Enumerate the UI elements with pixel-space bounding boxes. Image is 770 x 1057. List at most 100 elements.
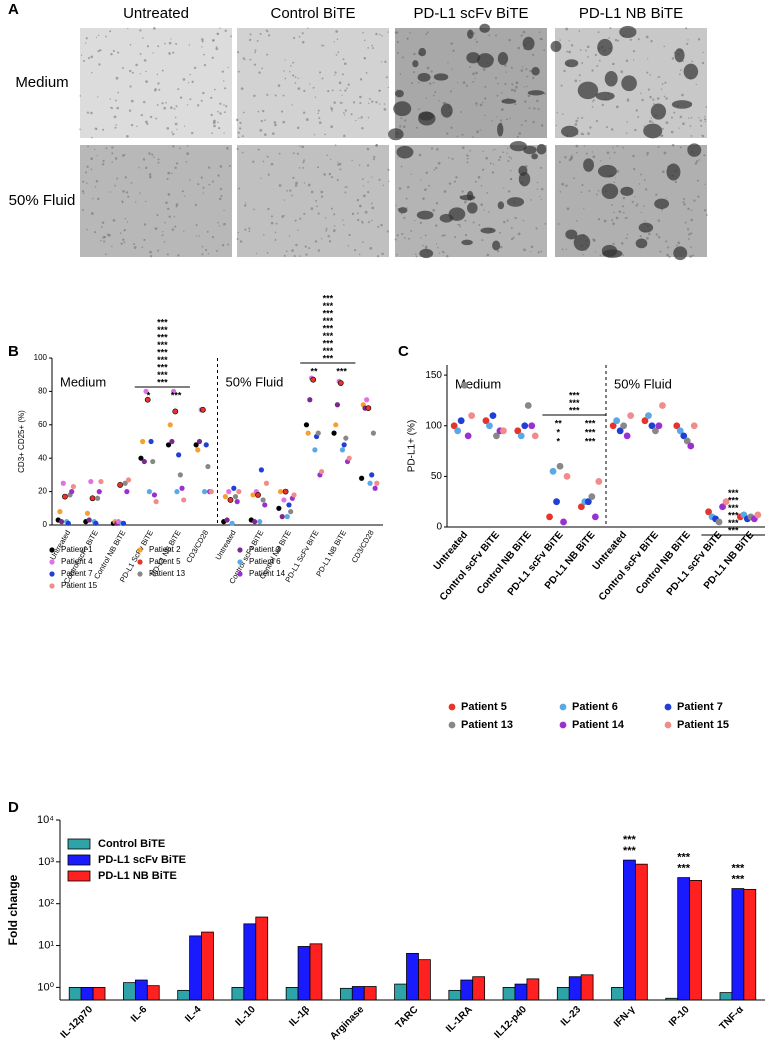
cell-speck	[518, 132, 522, 135]
cell-speck	[97, 197, 100, 201]
data-point	[370, 430, 377, 436]
cell-speck	[244, 202, 247, 204]
legend-label: Patient 1	[61, 545, 93, 554]
cell-speck	[148, 173, 152, 176]
data-point	[167, 422, 173, 428]
cell-speck	[458, 223, 461, 226]
cell-speck	[331, 89, 334, 92]
cell-speck	[264, 119, 266, 122]
data-point	[263, 480, 270, 486]
cell-speck	[399, 73, 402, 75]
legend-label: PD-L1 scFv BiTE	[98, 854, 186, 866]
cell-speck	[701, 134, 705, 138]
data-point	[196, 438, 203, 445]
cell-speck	[207, 166, 211, 169]
cell-speck	[581, 116, 584, 119]
cell-cluster	[573, 234, 591, 251]
cell-speck	[218, 225, 221, 227]
data-point	[58, 519, 65, 525]
cell-speck	[363, 39, 366, 42]
cell-speck	[301, 41, 305, 44]
column-title: PD-L1 scFv BiTE	[413, 5, 528, 22]
data-point	[141, 458, 147, 465]
cell-speck	[211, 236, 215, 239]
cell-speck	[307, 183, 311, 187]
cell-speck	[224, 87, 227, 90]
cell-speck	[610, 128, 614, 131]
cell-speck	[114, 184, 116, 187]
data-point	[226, 489, 232, 495]
cell-speck	[414, 219, 416, 222]
cell-speck	[510, 177, 513, 181]
cell-speck	[183, 125, 186, 127]
cell-speck	[168, 41, 172, 45]
cell-speck	[216, 32, 219, 35]
cell-speck	[576, 219, 578, 222]
cell-speck	[130, 99, 134, 103]
cell-speck	[657, 236, 661, 239]
cell-speck	[624, 217, 627, 220]
cell-speck	[109, 191, 111, 193]
cell-speck	[112, 219, 116, 222]
cell-speck	[124, 176, 127, 179]
cell-speck	[256, 39, 259, 42]
cell-speck	[135, 201, 137, 203]
cell-speck	[455, 176, 458, 179]
cell-speck	[410, 173, 413, 175]
cell-speck	[112, 49, 115, 53]
cell-speck	[175, 203, 179, 206]
cell-speck	[510, 170, 512, 172]
cell-speck	[298, 167, 301, 169]
cell-speck	[665, 121, 669, 125]
cell-speck	[443, 190, 447, 193]
cell-speck	[172, 51, 175, 54]
cell-speck	[174, 116, 177, 119]
cell-speck	[371, 206, 375, 210]
cell-speck	[90, 111, 93, 115]
cell-speck	[301, 32, 304, 35]
data-point	[93, 520, 99, 526]
y-tick-label: 10²	[38, 898, 54, 910]
cell-speck	[266, 252, 269, 254]
data-point	[255, 492, 261, 498]
data-point	[174, 489, 180, 495]
cell-cluster	[509, 140, 527, 152]
data-point	[563, 472, 571, 480]
cell-speck	[690, 209, 693, 212]
cell-speck	[101, 163, 105, 166]
cell-speck	[570, 154, 573, 157]
legend-marker	[67, 870, 91, 882]
bar	[719, 992, 733, 1001]
micrograph	[237, 28, 389, 138]
cell-speck	[625, 216, 628, 219]
cell-speck	[154, 227, 158, 230]
cell-speck	[124, 154, 126, 156]
cell-speck	[432, 94, 435, 97]
cell-cluster	[388, 128, 404, 141]
cell-speck	[643, 125, 646, 127]
cell-speck	[347, 245, 350, 247]
cell-speck	[643, 179, 646, 181]
cell-speck	[257, 110, 260, 113]
cell-speck	[377, 225, 380, 228]
cell-speck	[484, 97, 486, 99]
cell-speck	[82, 192, 85, 195]
cell-speck	[432, 209, 436, 212]
cell-speck	[168, 52, 171, 55]
cell-speck	[355, 119, 357, 122]
cell-speck	[430, 147, 434, 150]
cell-cluster	[522, 36, 535, 51]
significance: ***	[157, 317, 168, 327]
cell-speck	[640, 173, 643, 176]
cell-speck	[679, 73, 681, 76]
cell-speck	[529, 107, 531, 109]
cell-speck	[432, 81, 435, 84]
cell-speck	[184, 195, 186, 197]
cell-speck	[320, 195, 324, 198]
cell-speck	[665, 97, 668, 100]
cell-cluster	[638, 222, 654, 233]
cell-speck	[564, 156, 567, 159]
bar	[68, 987, 82, 1001]
cell-speck	[342, 58, 345, 61]
cell-speck	[155, 117, 158, 120]
